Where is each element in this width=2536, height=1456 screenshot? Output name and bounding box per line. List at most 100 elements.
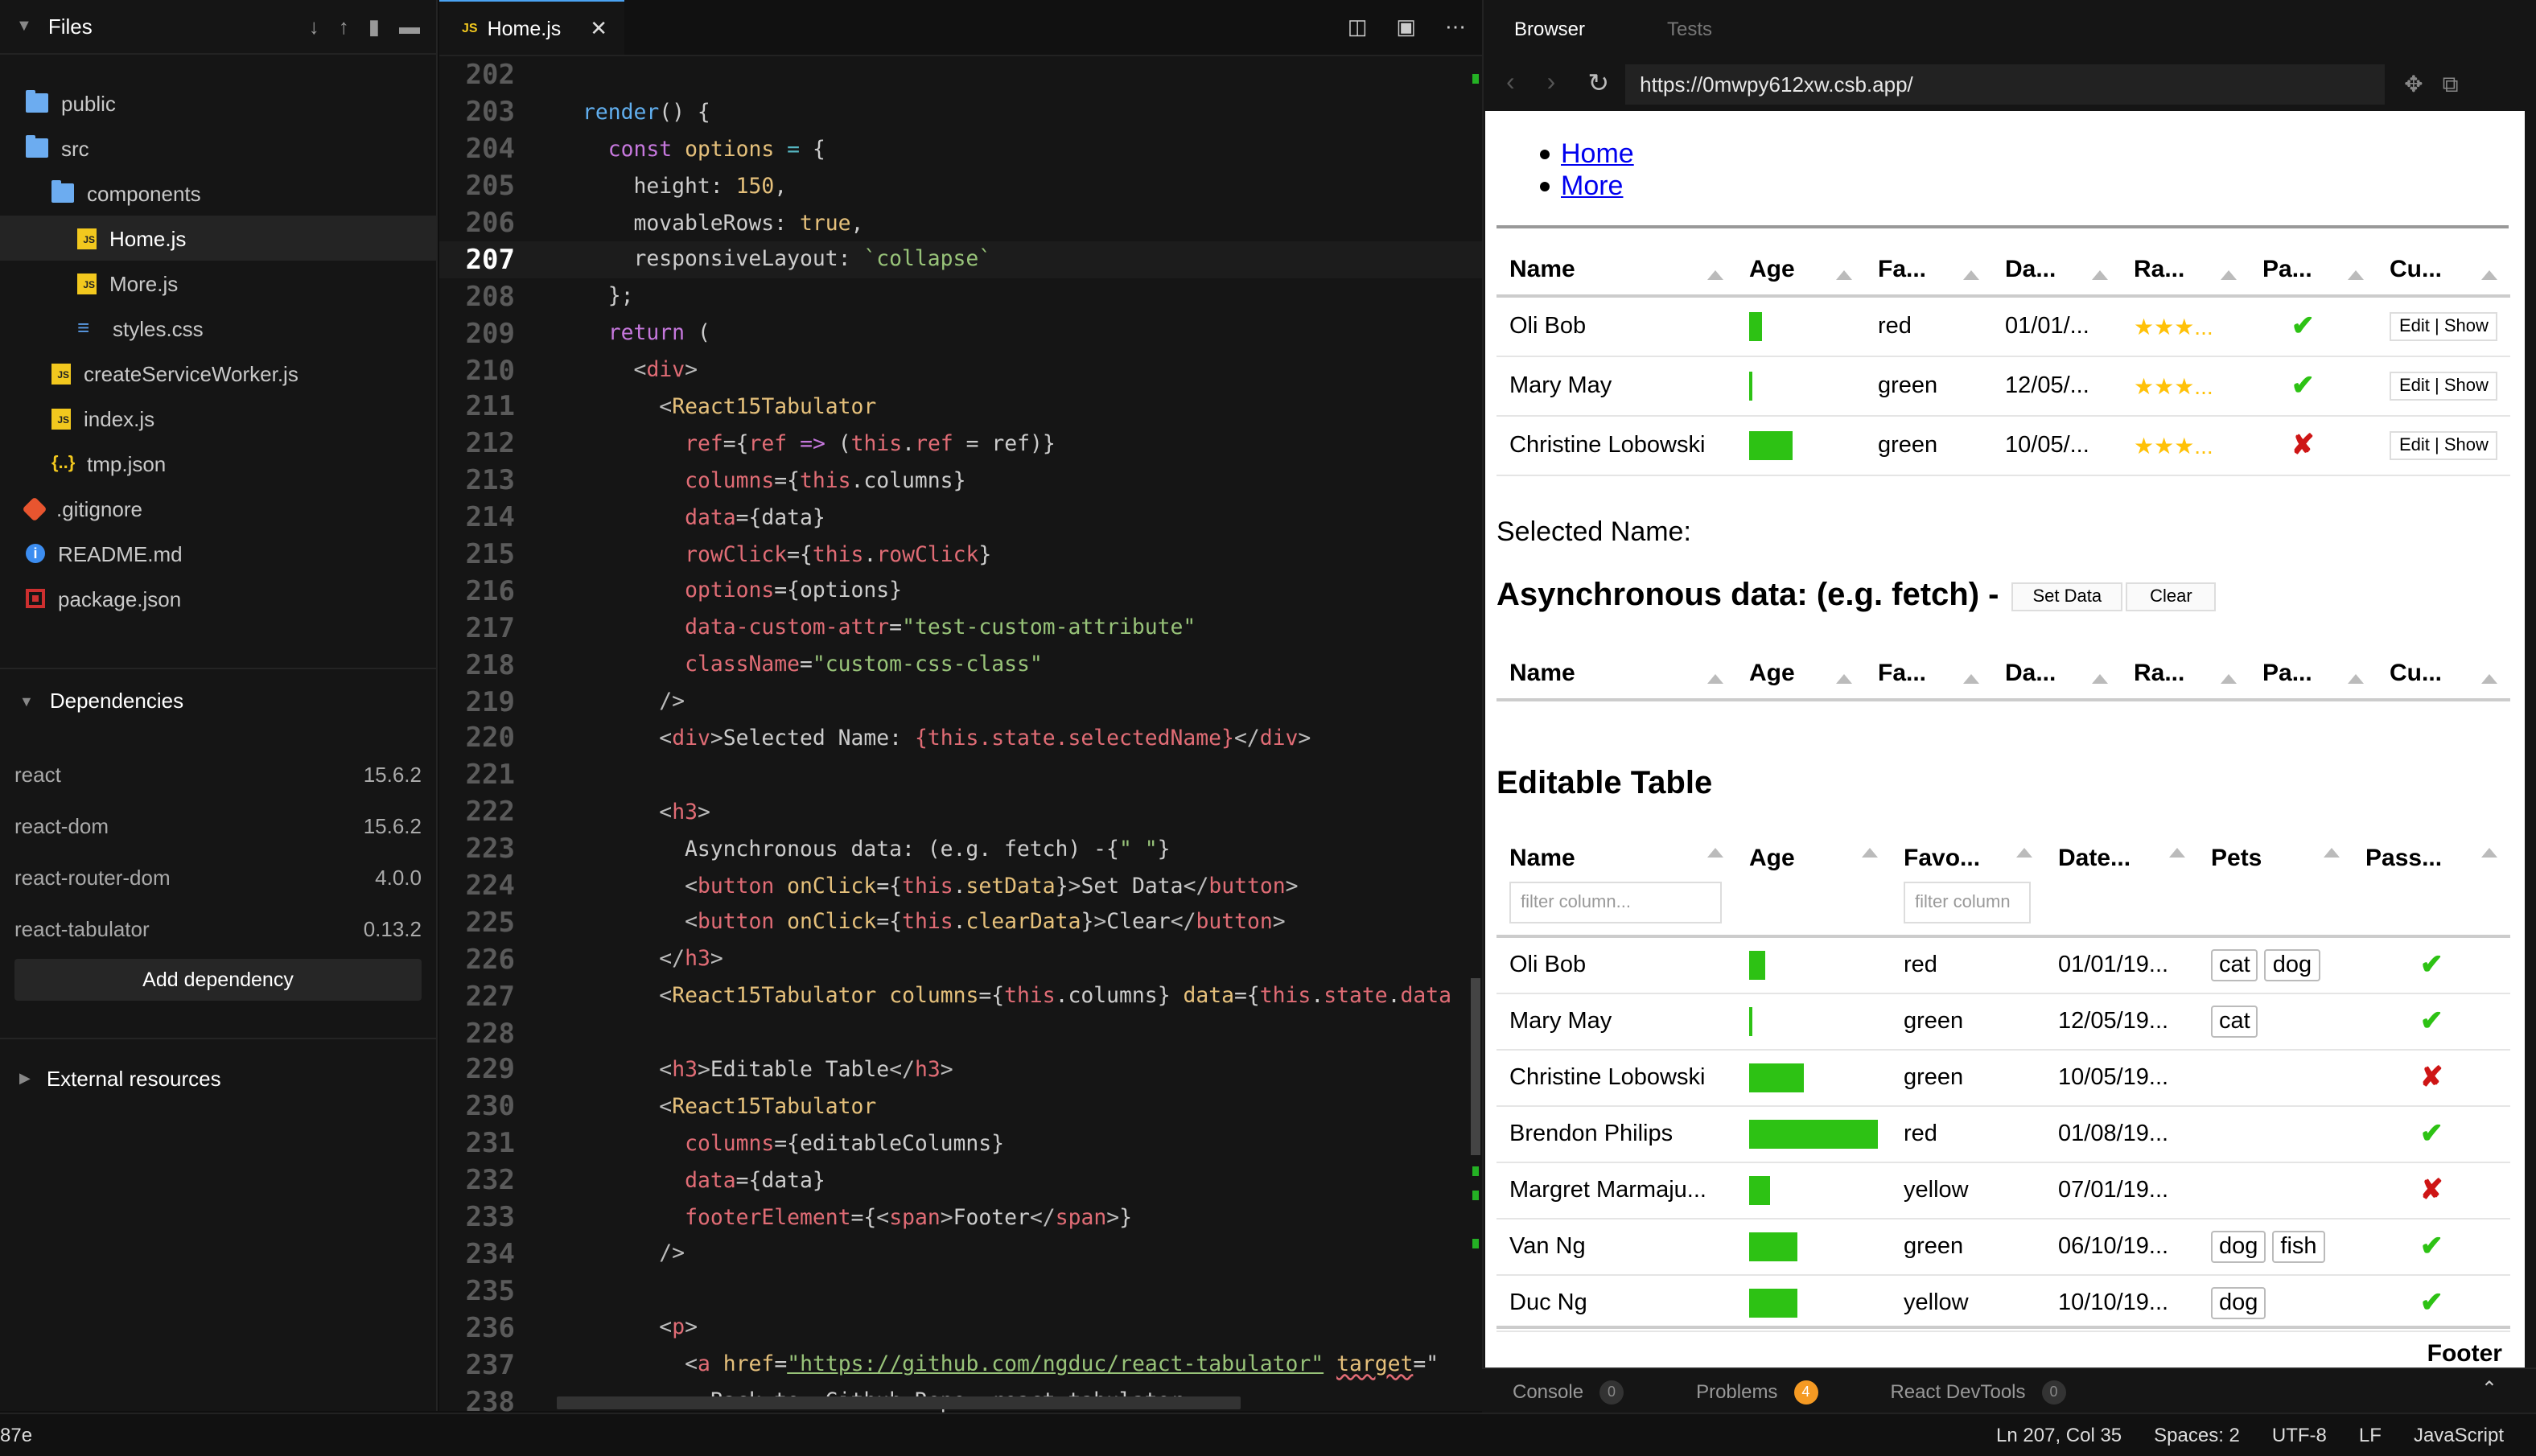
table-row[interactable]: Brendon Philips red 01/08/19... ✔	[1496, 1107, 2510, 1163]
file-item[interactable]: public	[0, 80, 436, 125]
clear-button[interactable]: Clear	[2126, 582, 2217, 611]
table-cell[interactable]: 01/08/19...	[2045, 1121, 2198, 1147]
panel-tab-react-devtools[interactable]: React DevTools 0	[1890, 1380, 2066, 1404]
table-cell[interactable]	[1736, 1232, 1891, 1261]
table-row[interactable]: Mary May green 12/05/19... cat ✔	[1496, 994, 2510, 1051]
split-view-icon[interactable]: ◫	[1347, 14, 1368, 39]
column-header[interactable]: Fa...	[1865, 255, 1992, 282]
encoding[interactable]: UTF-8	[2271, 1424, 2327, 1446]
tab-tests[interactable]: Tests	[1667, 17, 1713, 39]
table-cell[interactable]: ✔	[2353, 1118, 2510, 1150]
column-header[interactable]: Favo...	[1891, 845, 2045, 872]
table-cell[interactable]: red	[1891, 952, 2045, 978]
table-cell[interactable]: Christine Lobowski	[1496, 1065, 1736, 1091]
external-resources-header[interactable]: ▶ External resources	[0, 1038, 436, 1118]
filter-favorite-input[interactable]: filter column	[1904, 882, 2031, 923]
table-cell[interactable]: 06/10/19...	[2045, 1234, 2198, 1260]
sort-arrow-icon[interactable]	[1963, 269, 1979, 279]
table-cell[interactable]	[1736, 1063, 1891, 1092]
table-cell[interactable]: yellow	[1891, 1178, 2045, 1203]
dependency-row[interactable]: react-dom 15.6.2	[0, 800, 436, 851]
edit-show-buttons[interactable]: Edit | Show	[2390, 312, 2498, 341]
column-header[interactable]: Fa...	[1865, 659, 1992, 686]
sort-arrow-icon[interactable]	[2348, 269, 2364, 279]
column-header[interactable]: Date...	[2045, 845, 2198, 872]
file-item[interactable]: JS More.js	[0, 261, 436, 306]
table-cell[interactable]: Oli Bob	[1496, 952, 1736, 978]
sort-arrow-icon[interactable]	[2169, 848, 2185, 858]
sort-arrow-icon[interactable]	[1707, 269, 1723, 279]
language-mode[interactable]: JavaScript	[2413, 1424, 2504, 1446]
table-cell[interactable]: 10/05/19...	[2045, 1065, 2198, 1091]
refresh-icon[interactable]: ↻	[1587, 71, 1610, 98]
table-row[interactable]: Duc Ng yellow 10/10/19... dog ✔	[1496, 1276, 2510, 1332]
tab-browser[interactable]: Browser	[1514, 17, 1586, 39]
sort-arrow-icon[interactable]	[2481, 269, 2497, 279]
column-header[interactable]: Pa...	[2250, 255, 2377, 282]
column-header[interactable]: Name	[1496, 659, 1736, 686]
column-header[interactable]: Name	[1496, 255, 1736, 282]
column-header[interactable]: Name	[1496, 845, 1736, 872]
cursor-position[interactable]: Ln 207, Col 35	[1996, 1424, 2122, 1446]
sort-arrow-icon[interactable]	[2348, 673, 2364, 683]
table-cell[interactable]: ✔	[2353, 1231, 2510, 1263]
vertical-scrollbar[interactable]	[1471, 978, 1480, 1155]
table-cell[interactable]: 07/01/19...	[2045, 1178, 2198, 1203]
table-row[interactable]: Christine Lobowski green 10/05/19... ✘	[1496, 1051, 2510, 1107]
table-row[interactable]: Oli Bob red 01/01/19... cat dog ✔	[1496, 938, 2510, 994]
column-header[interactable]: Da...	[1992, 255, 2121, 282]
table-cell[interactable]: 10/10/19...	[2045, 1290, 2198, 1316]
table-cell[interactable]	[1736, 1007, 1891, 1036]
panel-tab-console[interactable]: Console 0	[1513, 1380, 1624, 1404]
file-item[interactable]: {..} tmp.json	[0, 441, 436, 486]
forward-icon[interactable]: ›	[1546, 69, 1556, 97]
table-cell[interactable]: ✘	[2353, 1174, 2510, 1207]
sort-arrow-icon[interactable]	[1836, 673, 1852, 683]
edit-show-buttons[interactable]: Edit | Show	[2390, 431, 2498, 460]
panel-tab-problems[interactable]: Problems 4	[1696, 1380, 1818, 1404]
back-icon[interactable]: ‹	[1506, 69, 1515, 97]
table-row[interactable]: Mary May green 12/05/... ★★★... ✔ Edit | Show	[1496, 357, 2510, 417]
sort-arrow-icon[interactable]	[1836, 269, 1852, 279]
table-cell[interactable]: Van Ng	[1496, 1234, 1736, 1260]
file-item[interactable]: components	[0, 171, 436, 216]
devtools-icon[interactable]: ✥	[2404, 70, 2423, 96]
sort-arrow-icon[interactable]	[1707, 848, 1723, 858]
preview-icon[interactable]: ▣	[1396, 14, 1416, 39]
open-new-window-icon[interactable]: ⧉	[2442, 70, 2459, 96]
table-cell[interactable]: yellow	[1891, 1290, 2045, 1316]
column-header[interactable]: Age	[1736, 255, 1865, 282]
sort-arrow-icon[interactable]	[1707, 673, 1723, 683]
table-cell[interactable]: Duc Ng	[1496, 1290, 1736, 1316]
table-cell[interactable]: dog fish	[2198, 1231, 2353, 1263]
table-cell[interactable]: cat dog	[2198, 949, 2353, 981]
add-dependency-button[interactable]: Add dependency	[14, 959, 422, 1001]
dependencies-header[interactable]: ▼ Dependencies	[0, 668, 436, 732]
file-item[interactable]: JS index.js	[0, 396, 436, 441]
table-cell[interactable]: ✘	[2353, 1062, 2510, 1094]
file-item[interactable]: i README.md	[0, 531, 436, 576]
sort-arrow-icon[interactable]	[2324, 848, 2340, 858]
new-folder-icon[interactable]: ▬	[399, 14, 420, 39]
column-header[interactable]: Age	[1736, 659, 1865, 686]
table-cell[interactable]: cat	[2198, 1006, 2353, 1038]
upload-icon[interactable]: ↑	[338, 14, 349, 39]
table-cell[interactable]: Mary May	[1496, 1009, 1736, 1034]
file-item[interactable]: .gitignore	[0, 486, 436, 531]
table-cell[interactable]: red	[1891, 1121, 2045, 1147]
tab-home-js[interactable]: JS Home.js ✕	[439, 0, 624, 55]
table-cell[interactable]: Brendon Philips	[1496, 1121, 1736, 1147]
dependency-row[interactable]: react-tabulator 0.13.2	[0, 903, 436, 954]
table-cell[interactable]: green	[1891, 1009, 2045, 1034]
line-ending[interactable]: LF	[2358, 1424, 2382, 1446]
column-header[interactable]: Pass...	[2353, 845, 2510, 872]
collapse-caret-icon[interactable]: ▼	[16, 18, 32, 35]
table-cell[interactable]	[1736, 1289, 1891, 1318]
column-header[interactable]: Da...	[1992, 659, 2121, 686]
more-icon[interactable]: ⋯	[1445, 14, 1466, 39]
sort-arrow-icon[interactable]	[2221, 673, 2237, 683]
table-cell[interactable]: 01/01/19...	[2045, 952, 2198, 978]
column-header[interactable]: Pets	[2198, 845, 2353, 872]
table-row[interactable]: Christine Lobowski green 10/05/... ★★★... ✘ E…	[1496, 417, 2510, 476]
url-input[interactable]: https://0mwpy612xw.csb.app/	[1625, 64, 2386, 104]
